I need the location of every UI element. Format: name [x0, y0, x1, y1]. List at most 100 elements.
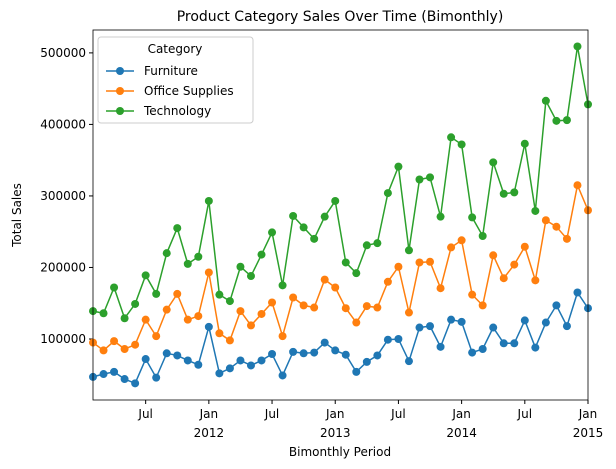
series-point [299, 301, 308, 310]
series-point [573, 181, 582, 190]
series-point [246, 321, 255, 330]
series-point [520, 139, 529, 148]
series-point [341, 350, 350, 359]
series-point [152, 289, 161, 298]
series-point [415, 258, 424, 267]
series-point [268, 350, 277, 359]
series-point [373, 239, 382, 248]
series-point [225, 336, 234, 345]
series-point [531, 276, 540, 285]
series-point [173, 224, 182, 233]
series-point [383, 335, 392, 344]
series-point [541, 216, 550, 225]
series-point [110, 283, 119, 292]
series-point [426, 173, 435, 182]
series-point [531, 343, 540, 352]
chart-title: Product Category Sales Over Time (Bimont… [177, 9, 504, 25]
series-point [436, 212, 445, 221]
series-point [99, 346, 108, 355]
series-point [573, 288, 582, 297]
x-tick-label: Jul [138, 407, 153, 421]
y-tick-label: 500000 [40, 46, 86, 60]
series-point [510, 260, 519, 269]
series-point [289, 293, 298, 302]
series-point [478, 345, 487, 354]
series-point [573, 42, 582, 51]
series-point [520, 242, 529, 251]
axes-frame [92, 29, 589, 401]
y-axis-label: Total Sales [10, 183, 24, 248]
series-point [141, 315, 150, 324]
y-tick-label: 100000 [40, 332, 86, 346]
series-point [120, 314, 129, 323]
series-point [225, 297, 234, 306]
x-tick-label: Jan 2015 [572, 407, 604, 440]
series-point [436, 284, 445, 293]
series-point [320, 275, 329, 284]
series-point [331, 346, 340, 355]
series-point [426, 322, 435, 331]
series-point [183, 356, 192, 365]
series-point [394, 334, 403, 343]
series-point [468, 290, 477, 299]
series-point [352, 318, 361, 327]
series-point [562, 322, 571, 331]
series-point [457, 317, 466, 326]
series-point [246, 361, 255, 370]
x-tick-label: Jul [264, 407, 280, 421]
series-point [99, 309, 108, 318]
series-point [236, 356, 245, 365]
series-point [162, 249, 171, 258]
series-point [310, 303, 319, 312]
series-point [331, 283, 340, 292]
series-point [257, 309, 266, 318]
series-point [520, 316, 529, 325]
series-point [447, 243, 456, 252]
series-point [447, 315, 456, 324]
series-point [362, 357, 371, 366]
series-point [120, 375, 129, 384]
series-point [152, 332, 161, 341]
series-point [215, 329, 224, 338]
series-point [426, 257, 435, 266]
series-point [194, 312, 203, 321]
series-point [204, 322, 213, 331]
series-point [404, 308, 413, 317]
series-point [246, 272, 255, 281]
series-point [131, 379, 140, 388]
series-point [341, 304, 350, 313]
x-tick-label: Jul [391, 407, 406, 421]
series-point [489, 323, 498, 332]
series-point [541, 96, 550, 105]
series-point [162, 305, 171, 314]
series-point [183, 259, 192, 268]
series-point [257, 356, 266, 365]
series-point [352, 269, 361, 278]
series-point [257, 250, 266, 259]
series-point [552, 222, 561, 231]
series-point [320, 338, 329, 347]
x-tick-label: Jan 2013 [319, 407, 351, 440]
series-point [299, 349, 308, 358]
series-point [141, 355, 150, 364]
series-point [215, 369, 224, 378]
series-point [362, 241, 371, 250]
x-tick-label: Jan 2012 [193, 407, 225, 440]
series-point [489, 251, 498, 260]
series-point [394, 262, 403, 271]
series-point [510, 188, 519, 197]
y-tick-label: 300000 [40, 189, 86, 203]
series-point [468, 348, 477, 357]
series-point [436, 342, 445, 351]
series-point [510, 339, 519, 348]
series-point [499, 189, 508, 198]
series-point [268, 228, 277, 237]
series-point [204, 196, 213, 205]
series-point [204, 268, 213, 277]
legend-box [97, 36, 254, 124]
series-point [489, 158, 498, 167]
legend-marker [116, 67, 124, 75]
series-point [404, 357, 413, 366]
series-point [215, 290, 224, 299]
